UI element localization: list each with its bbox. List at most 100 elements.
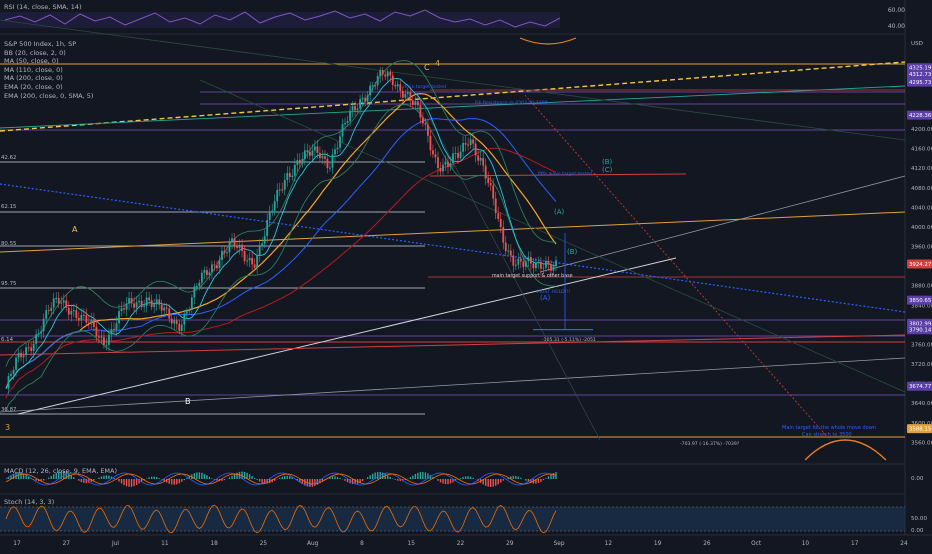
candle-body (20, 352, 22, 358)
candle-body (195, 286, 198, 288)
candle-body (140, 300, 143, 307)
stoch-tick-50: 50.00 (911, 516, 927, 522)
price-tick: 3880.00 (911, 284, 932, 290)
candle-body (145, 297, 148, 306)
candle-body (419, 105, 422, 118)
price-candles[interactable] (7, 66, 557, 395)
price-badge (907, 295, 932, 305)
rsi-legend: RSI (14, close, SMA, 14) (4, 3, 82, 12)
stoch-pane[interactable]: 50.00 0.00 (0, 504, 927, 534)
candle-body (359, 99, 362, 109)
rsi-tick-40: 40.00 (888, 23, 905, 30)
candle-body (216, 265, 218, 269)
candle-body (208, 272, 211, 276)
candle-body (492, 185, 495, 199)
candle-body (424, 123, 427, 125)
candle-body (180, 324, 183, 331)
candle-body (494, 198, 497, 214)
candle-body (175, 320, 178, 324)
candle-body (379, 70, 382, 77)
candle-body (108, 334, 110, 345)
macd-pane[interactable]: 0.00 (5, 471, 924, 487)
price-tick: 3600.00 (911, 421, 932, 427)
candle-body (125, 303, 128, 310)
orange-arc-bottom (804, 439, 887, 461)
candle-body (499, 218, 502, 228)
orange-trend (0, 211, 906, 253)
candle-body (268, 212, 271, 221)
candle-body (319, 152, 321, 159)
white-support (17, 257, 677, 415)
red-trend (0, 334, 906, 356)
dark-green-diagonal (0, 19, 906, 141)
legend-ma200: MA (200, close, 0) (4, 74, 63, 83)
time-tick: 8 (360, 541, 364, 547)
candle-body (236, 245, 238, 248)
candle-body (293, 164, 296, 176)
candle-body (524, 261, 527, 267)
candle-body (437, 157, 439, 168)
legend-symbol: S&P 500 Index, 1h, SP (4, 40, 77, 48)
candle-body (324, 156, 326, 159)
candle-body (87, 322, 90, 324)
time-axis[interactable]: 17 27 Jul 11 18 25 Aug 8 15 22 29 Sep 12 19 26 Oct 10 17 2… (13, 541, 908, 547)
candle-body (527, 257, 530, 262)
wave-paren-a-up: (A) (554, 208, 565, 216)
candle-body (550, 264, 552, 271)
candle-body (185, 311, 188, 314)
candle-body (115, 323, 118, 331)
candle-body (40, 331, 43, 334)
price-tick: 3560.00 (911, 440, 932, 446)
price-badge (907, 77, 932, 87)
candle-body (251, 257, 254, 265)
candle-body (22, 355, 25, 358)
price-tick: 4160.00 (911, 147, 932, 153)
candle-body (261, 243, 264, 246)
candle-body (170, 318, 173, 324)
legend-bb: BB (20, close, 2, 0) (4, 48, 66, 57)
left-label: 6.14 (1, 337, 14, 343)
legend-ma110: MA (110, close, 0) (4, 65, 63, 74)
price-badge-label: 3790.14 (909, 328, 932, 334)
candle-body (211, 264, 213, 273)
price-tick: 4200.00 (911, 127, 932, 133)
candle-body (429, 135, 432, 151)
candle-body (10, 373, 12, 377)
candle-body (477, 155, 480, 161)
price-tick: 3640.00 (911, 401, 932, 407)
candle-body (95, 326, 98, 337)
candle-body (449, 163, 452, 168)
candle-body (540, 261, 542, 269)
candle-body (301, 158, 304, 164)
candle-body (168, 308, 171, 319)
candle-body (243, 251, 246, 261)
candle-body (447, 161, 449, 168)
candle-body (474, 143, 477, 156)
candle-body (256, 255, 259, 268)
rsi-pane[interactable]: 60.00 40.00 (0, 7, 905, 45)
price-tick: 4080.00 (911, 186, 932, 192)
annotation-measure2: -703.97 (-16.37%) -7039? (680, 441, 740, 447)
candle-body (409, 92, 412, 101)
candle-body (190, 297, 193, 310)
candle-body (178, 323, 181, 331)
candle-body (291, 175, 294, 178)
time-tick: 19 (654, 541, 662, 547)
candle-body (188, 309, 191, 312)
time-tick: 29 (506, 541, 514, 547)
candle-body (123, 308, 125, 310)
candle-body (90, 319, 93, 323)
candle-body (135, 302, 138, 308)
time-tick: Sep (554, 541, 565, 547)
candle-body (100, 336, 103, 338)
candle-body (401, 90, 404, 98)
candle-body (411, 100, 414, 105)
wave-labels: C 4 A B 3 (B) (C) (A) (B) (A) (5, 59, 613, 432)
candle-body (371, 85, 374, 87)
candle-body (238, 244, 241, 248)
price-axis[interactable]: USD 4200.00 4160.00 4120.00 4080.00 4040.00 4… (907, 41, 932, 446)
candle-body (246, 260, 248, 262)
time-tick: 15 (408, 541, 416, 547)
candle-body (399, 84, 402, 91)
time-tick: 17 (13, 541, 21, 547)
